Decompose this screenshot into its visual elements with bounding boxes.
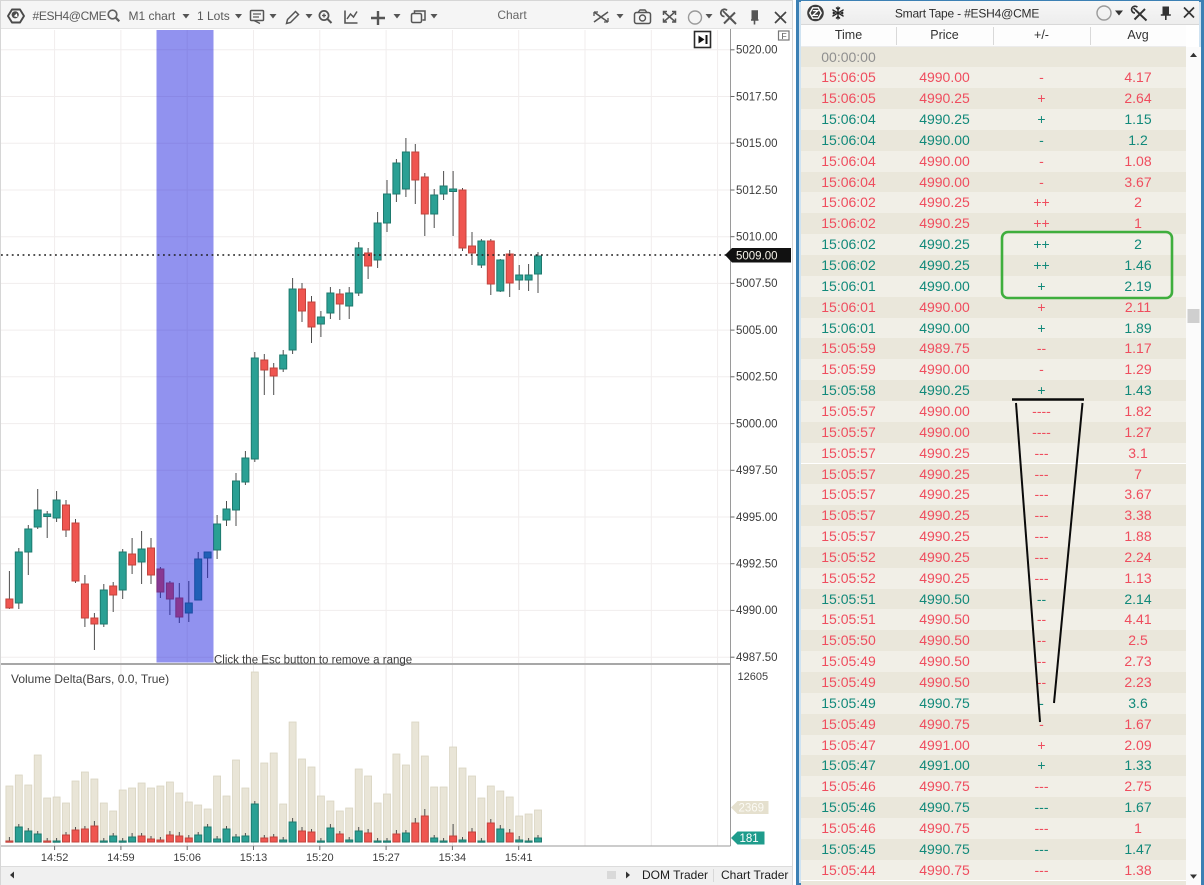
svg-text:Volume Delta(Bars, 0.0, True): Volume Delta(Bars, 0.0, True) <box>11 672 169 686</box>
svg-text:4997.50: 4997.50 <box>736 465 778 477</box>
svg-text:2369: 2369 <box>739 803 765 815</box>
svg-text:Chart: Chart <box>497 8 527 22</box>
svg-text:5015.00: 5015.00 <box>736 138 778 150</box>
svg-text:181: 181 <box>740 833 759 845</box>
svg-text:15:20: 15:20 <box>306 852 334 864</box>
svg-text:14:52: 14:52 <box>41 852 69 864</box>
svg-text:5002.50: 5002.50 <box>736 372 778 384</box>
svg-text:Click the Esc button to remove: Click the Esc button to remove a range <box>214 655 412 667</box>
svg-text:F: F <box>782 31 787 41</box>
svg-text:15:41: 15:41 <box>505 852 533 864</box>
svg-text:4990.00: 4990.00 <box>736 605 778 617</box>
svg-text:4992.50: 4992.50 <box>736 559 778 571</box>
svg-text:5000.00: 5000.00 <box>736 418 778 430</box>
svg-text:5020.00: 5020.00 <box>736 45 778 57</box>
svg-text:#ESH4@CME: #ESH4@CME <box>33 9 107 23</box>
svg-text:1 Lots: 1 Lots <box>197 9 230 23</box>
svg-text:5017.50: 5017.50 <box>736 91 778 103</box>
svg-text:DOM Trader: DOM Trader <box>642 868 708 882</box>
svg-text:5012.50: 5012.50 <box>736 185 778 197</box>
svg-text:15:34: 15:34 <box>439 852 467 864</box>
svg-text:12605: 12605 <box>738 671 769 683</box>
svg-text:5009.00: 5009.00 <box>736 250 778 262</box>
svg-text:15:13: 15:13 <box>240 852 268 864</box>
svg-text:4995.00: 4995.00 <box>736 512 778 524</box>
svg-text:15:27: 15:27 <box>372 852 400 864</box>
svg-text:Smart Tape - #ESH4@CME: Smart Tape - #ESH4@CME <box>895 7 1039 21</box>
svg-text:Chart Trader: Chart Trader <box>721 868 788 882</box>
svg-text:M1 chart: M1 chart <box>129 9 176 23</box>
svg-text:5007.50: 5007.50 <box>736 278 778 290</box>
svg-text:4987.50: 4987.50 <box>736 652 778 664</box>
svg-text:5005.00: 5005.00 <box>736 325 778 337</box>
svg-text:15:06: 15:06 <box>173 852 201 864</box>
svg-text:14:59: 14:59 <box>107 852 135 864</box>
svg-text:5010.00: 5010.00 <box>736 232 778 244</box>
